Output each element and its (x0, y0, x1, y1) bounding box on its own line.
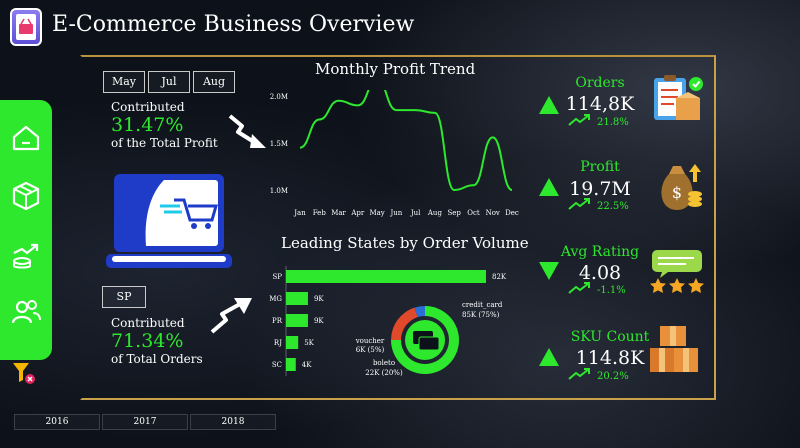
kpi-profit-value: 19.7M (569, 178, 631, 200)
sku-up-arrow-icon (539, 348, 559, 366)
bar-category-label: SP (272, 273, 282, 281)
monthly-profit-line-chart: 1.0M 1.5M 2.0M Jan Feb Mar Apr May Jun Jul Aug Sep O… (270, 90, 519, 217)
slice-value-label: 22K (20%) (365, 369, 403, 377)
order-contribution-caption: of Total Orders (111, 352, 203, 366)
order-contribution-label: Contributed (111, 316, 185, 330)
month-button-jul[interactable]: Jul (148, 71, 190, 93)
bar (286, 292, 308, 305)
y-tick-label: 2.0M (270, 93, 288, 101)
donut-slice (414, 306, 425, 318)
kpi-orders-title: Orders (575, 75, 625, 91)
bar-value-label: 82K (492, 273, 507, 281)
profit-contribution-label: Contributed (111, 100, 185, 114)
kpi-profit-title: Profit (580, 159, 620, 175)
x-tick-label: May (369, 209, 384, 217)
order-contribution-value: 71.34% (111, 330, 184, 352)
profit-up-arrow-icon (539, 178, 559, 196)
slice-label: credit_card (462, 301, 503, 309)
slice-label: boleto (373, 359, 395, 367)
bar-category-label: PR (272, 317, 283, 325)
x-tick-label: Apr (350, 209, 365, 217)
y-tick-label: 1.0M (270, 187, 288, 195)
frame-border (80, 55, 716, 400)
kpi-rating-value: 4.08 (578, 262, 622, 284)
kpi-sku-value: 114.8K (575, 347, 645, 369)
kpi-orders-change: 21.8% (597, 117, 629, 128)
box-icon[interactable] (10, 180, 42, 212)
rating-down-arrow-icon (539, 262, 559, 280)
slice-label: voucher (355, 337, 385, 345)
year-tab-2018[interactable]: 2018 (190, 414, 276, 430)
profit-contribution-caption: of the Total Profit (111, 136, 218, 150)
month-button-may[interactable]: May (103, 71, 145, 93)
credit-card-icon (413, 331, 440, 351)
page-title: E-Commerce Business Overview (52, 12, 415, 37)
kpi-sku-change: 20.2% (597, 371, 629, 382)
slice-value-label: 6K (5%) (356, 346, 385, 354)
svg-text:$: $ (672, 183, 682, 202)
filter-clear-icon[interactable] (11, 360, 37, 386)
home-icon[interactable] (10, 122, 42, 154)
x-tick-label: Jul (410, 209, 421, 217)
bar (286, 270, 486, 283)
bar-category-label: RJ (274, 339, 282, 347)
state-button-sp[interactable]: SP (102, 286, 146, 308)
donut-slice (391, 307, 418, 340)
x-tick-label: Nov (486, 209, 500, 217)
users-icon[interactable] (10, 296, 42, 328)
profit-series-line (299, 90, 513, 192)
bar-value-label: 5K (304, 339, 314, 347)
donut-slice (391, 306, 459, 374)
line-chart-title: Monthly Profit Trend (315, 60, 476, 78)
trend-up-arrow-icon (208, 296, 254, 340)
bar (286, 336, 299, 349)
boxes-icon (648, 322, 700, 380)
kpi-rating-title: Avg Rating (560, 244, 640, 260)
sku-trend-icon (568, 368, 590, 380)
slice-value-label: 85K (75%) (462, 311, 500, 319)
orders-up-arrow-icon (539, 96, 559, 114)
x-tick-label: Mar (331, 209, 346, 217)
bar-chart-title: Leading States by Order Volume (281, 234, 529, 252)
trend-down-arrow-icon (228, 112, 270, 158)
kpi-orders-value: 114,8K (565, 93, 635, 115)
states-bar-chart: SP 82K MG 9K PR 9K RJ 5K SC 4K (269, 266, 507, 376)
x-tick-label: Sep (447, 209, 461, 217)
bar-value-label: 4K (302, 361, 312, 369)
orders-trend-icon (568, 114, 590, 126)
clipboard-box-icon (650, 72, 706, 128)
profit-contribution-value: 31.47% (111, 114, 184, 136)
x-tick-label: Oct (467, 209, 480, 217)
bar-value-label: 9K (314, 317, 324, 325)
bar-category-label: SC (272, 361, 282, 369)
bar (286, 358, 296, 371)
kpi-sku-title: SKU Count (570, 329, 650, 345)
bar-category-label: MG (269, 295, 282, 303)
rating-stars-icon (648, 248, 706, 298)
payment-donut-chart: credit_card 85K (75%) boleto 22K (20%) vouch… (355, 301, 503, 377)
year-tab-2017[interactable]: 2017 (102, 414, 188, 430)
sidebar (0, 100, 52, 360)
money-bag-icon: $ (655, 160, 707, 220)
kpi-profit-change: 22.5% (597, 201, 629, 212)
bar-value-label: 9K (314, 295, 324, 303)
kpi-rating-change: -1.1% (597, 285, 626, 296)
month-button-aug[interactable]: Aug (193, 71, 235, 93)
growth-coins-icon[interactable] (10, 240, 42, 272)
basket-logo-icon (10, 8, 42, 46)
laptop-cart-icon (104, 170, 234, 280)
x-tick-label: Dec (505, 209, 519, 217)
y-tick-label: 1.5M (270, 140, 288, 148)
rating-trend-icon (568, 282, 590, 294)
x-tick-label: Aug (427, 209, 443, 217)
bar (286, 314, 308, 327)
year-tab-2016[interactable]: 2016 (14, 414, 100, 430)
x-tick-label: Jan (293, 209, 306, 217)
x-tick-label: Jun (389, 209, 402, 217)
x-tick-label: Feb (313, 209, 327, 217)
profit-trend-icon (568, 198, 590, 210)
